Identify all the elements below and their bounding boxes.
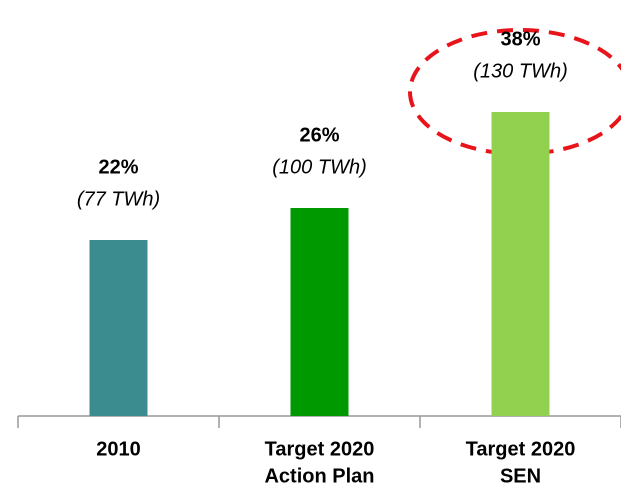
annotation: (77 TWh) — [77, 188, 160, 210]
x-tick-label: Target 2020 — [265, 438, 375, 460]
x-tick-label: Action Plan — [264, 465, 374, 487]
x-tick-label: Target 2020 — [466, 438, 576, 460]
annotation: (130 TWh) — [473, 60, 567, 82]
bar — [491, 112, 550, 416]
bar — [89, 240, 148, 416]
annotation: (100 TWh) — [272, 156, 366, 178]
x-tick-label: SEN — [500, 465, 541, 487]
x-tick-label: 2010 — [96, 438, 141, 460]
value-label: 26% — [299, 124, 339, 146]
value-label: 22% — [98, 156, 138, 178]
value-label: 38% — [500, 28, 540, 50]
bar — [290, 208, 349, 416]
